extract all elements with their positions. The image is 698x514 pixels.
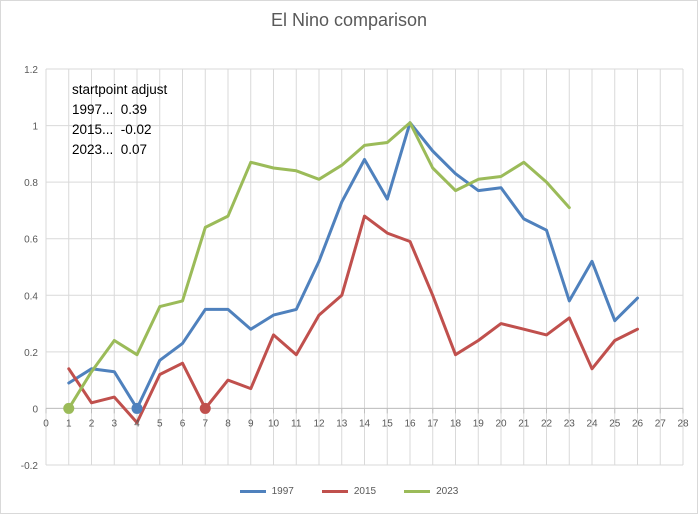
legend-item-2023[interactable]: 2023 [404, 486, 458, 497]
y-tick-label: 0.4 [24, 291, 38, 302]
series-line-2015 [67, 214, 639, 425]
x-tick-label: 24 [586, 418, 598, 429]
x-tick-label: 0 [43, 418, 49, 429]
y-tick-label: 1 [32, 122, 38, 133]
annotation-box: startpoint adjust 1997... 0.39 2015... -… [72, 80, 167, 160]
legend-label-2023: 2023 [436, 486, 459, 497]
x-tick-label: 12 [313, 418, 325, 429]
x-tick-label: 14 [359, 418, 371, 429]
start-marker-2023 [63, 402, 75, 414]
annotation-heading: startpoint adjust [72, 82, 168, 97]
x-tick-label: 26 [632, 418, 644, 429]
annotation-line-1997: 1997... 0.39 [72, 102, 148, 117]
x-tick-label: 20 [495, 418, 507, 429]
x-tick-label: 6 [180, 418, 186, 429]
annotation-line-2015: 2015... -0.02 [72, 122, 152, 137]
x-tick-label: 21 [518, 418, 530, 429]
x-tick-label: 28 [677, 418, 689, 429]
x-tick-label: 19 [473, 418, 485, 429]
y-tick-label: 0.6 [24, 235, 38, 246]
legend-swatch-2015 [321, 490, 348, 493]
chart-title: El Nino comparison [270, 10, 428, 30]
y-tick-label: 0 [32, 404, 38, 415]
y-tick-label: -0.2 [21, 461, 39, 472]
series-line-1997 [67, 121, 639, 410]
x-tick-label: 18 [450, 418, 462, 429]
x-tick-label: 2 [89, 418, 95, 429]
y-tick-label: 0.2 [24, 348, 38, 359]
x-tick-label: 9 [248, 418, 254, 429]
x-tick-label: 15 [382, 418, 394, 429]
start-marker-1997 [131, 402, 143, 414]
x-tick-label: 23 [564, 418, 576, 429]
x-tick-label: 5 [157, 418, 163, 429]
x-tick-label: 13 [336, 418, 348, 429]
legend-label-1997: 1997 [271, 486, 294, 497]
x-tick-label: 8 [225, 418, 231, 429]
x-tick-label: 4 [134, 418, 140, 429]
x-tick-label: 7 [202, 418, 208, 429]
x-tick-label: 10 [268, 418, 280, 429]
x-tick-label: 1 [66, 418, 72, 429]
y-tick-label: 0.8 [24, 178, 38, 189]
x-tick-label: 22 [541, 418, 553, 429]
legend-item-2015[interactable]: 2015 [321, 486, 377, 497]
x-tick-label: 16 [404, 418, 416, 429]
start-marker-2015 [199, 402, 211, 414]
annotation-line-2023: 2023... 0.07 [72, 142, 148, 157]
x-tick-label: 17 [427, 418, 439, 429]
legend-swatch-1997 [239, 490, 266, 493]
legend: 1997 2015 2023 [0, 486, 698, 497]
series-line-2023 [67, 121, 571, 410]
legend-label-2015: 2015 [353, 486, 377, 497]
x-tick-label: 11 [291, 418, 302, 429]
legend-swatch-2023 [404, 490, 431, 493]
y-tick-label: 1.2 [24, 65, 38, 76]
legend-item-1997[interactable]: 1997 [239, 486, 294, 497]
x-tick-label: 25 [609, 418, 621, 429]
x-tick-label: 27 [655, 418, 667, 429]
x-tick-label: 3 [111, 418, 117, 429]
